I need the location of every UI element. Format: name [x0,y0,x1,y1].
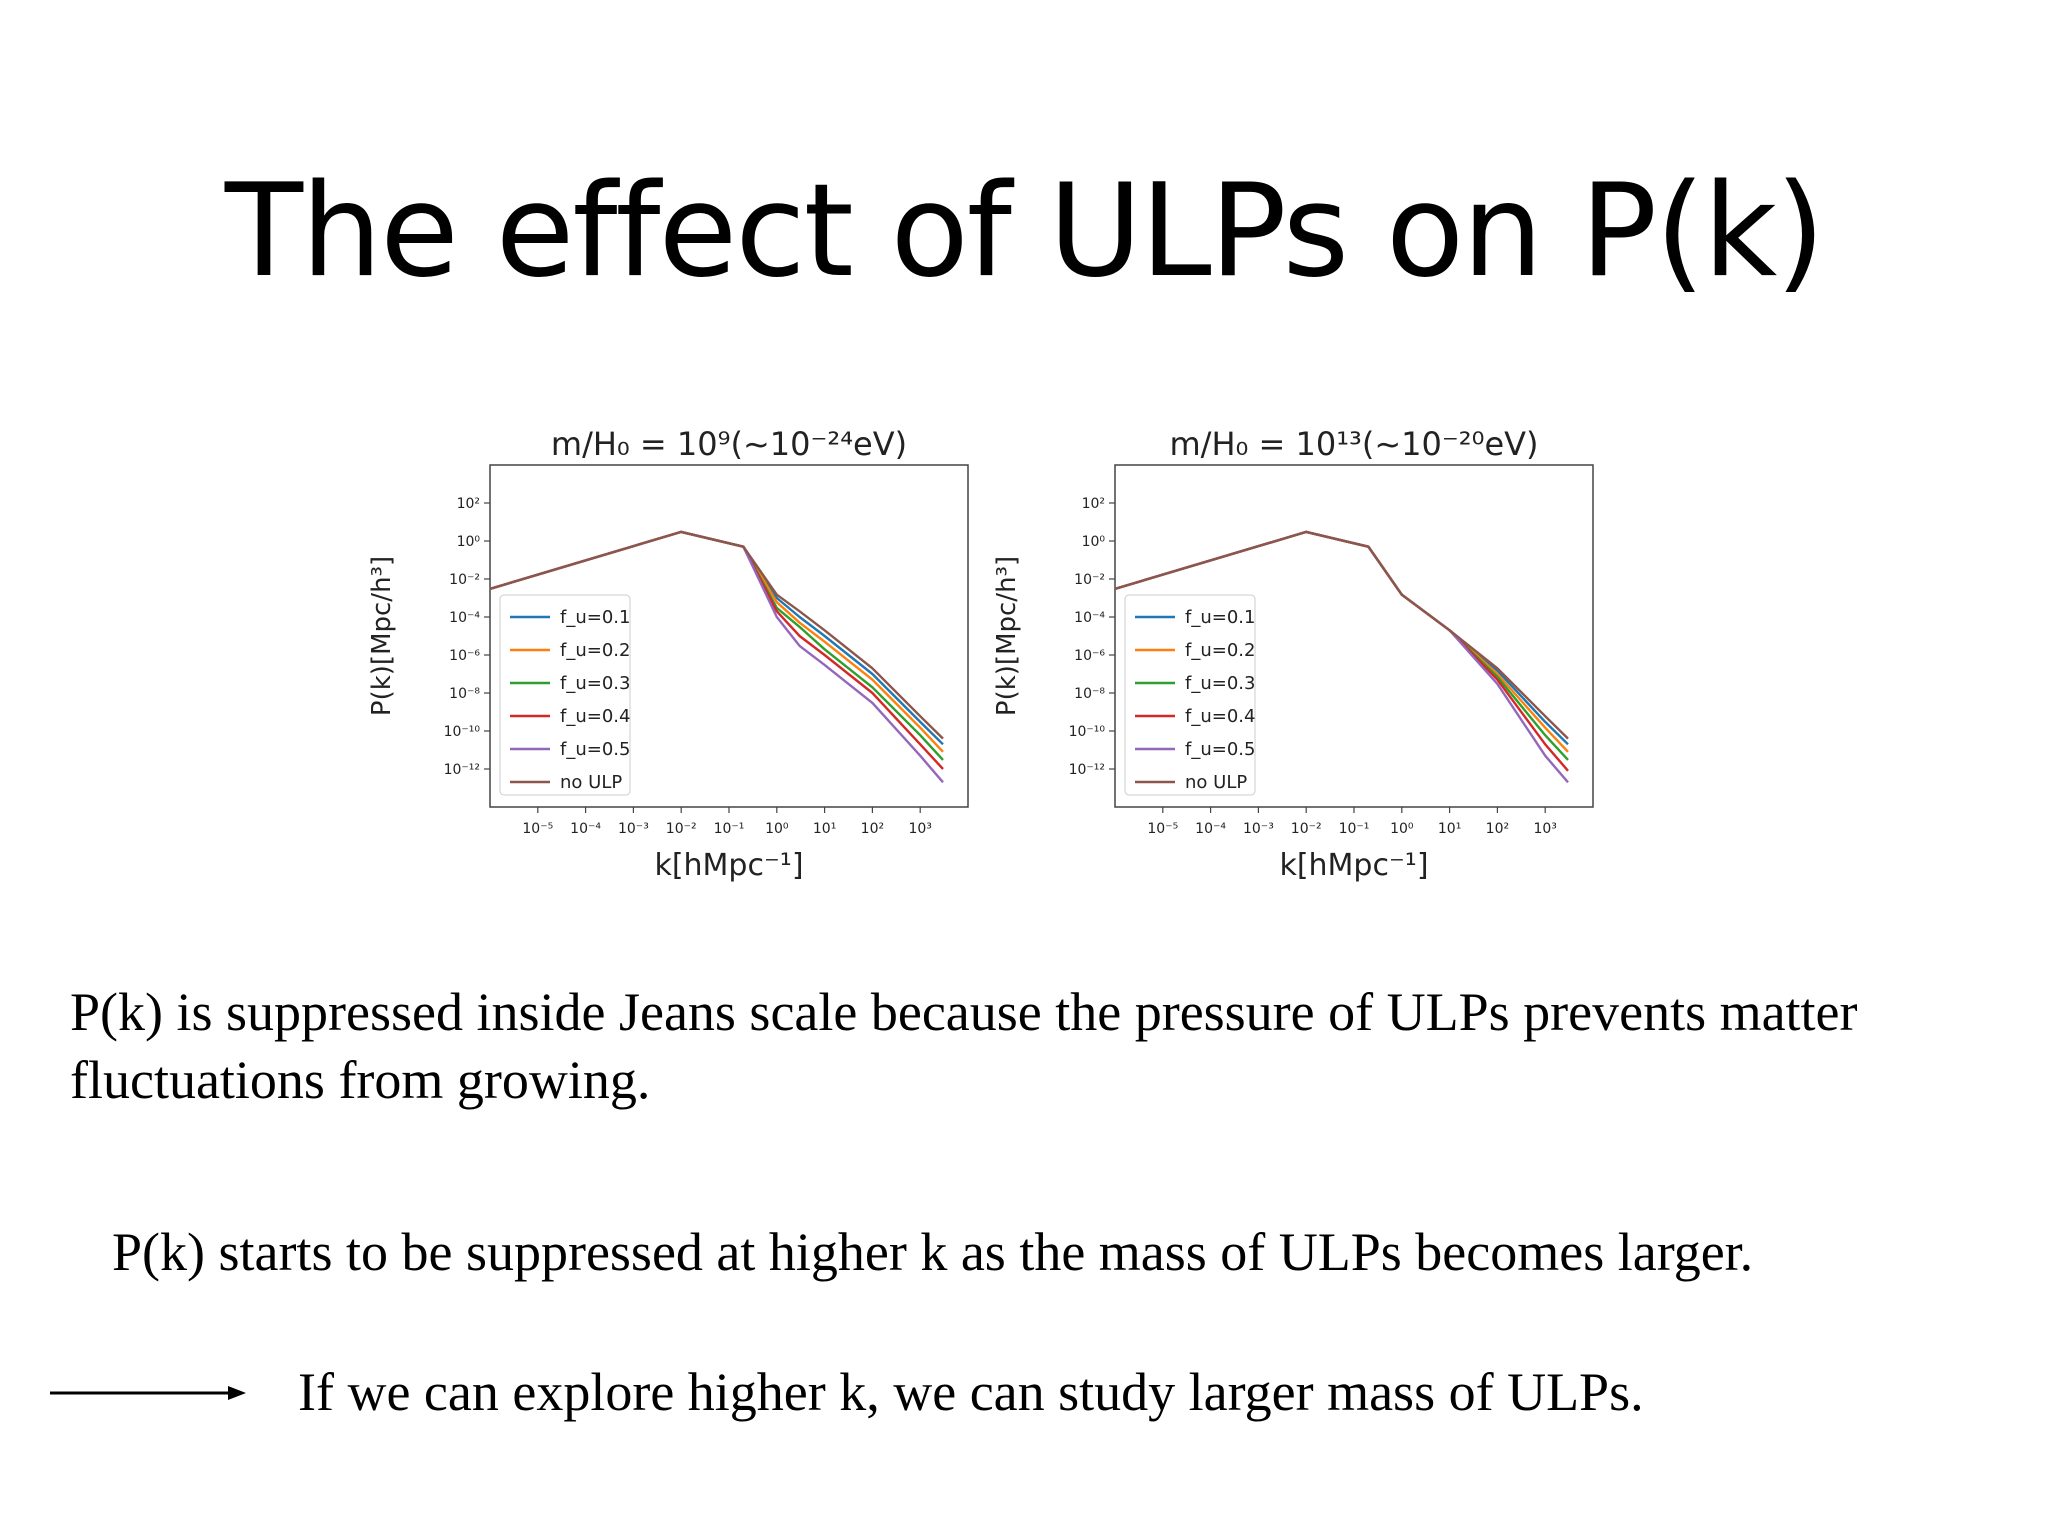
x-tick-label: 10⁻³ [1243,821,1274,837]
x-tick-label: 10¹ [1438,821,1461,837]
series-line-no-ulp [489,530,944,740]
y-tick-label: 10⁻² [449,572,480,588]
chart-left: m/H₀ = 10⁹(~10⁻²⁴eV) 10² 10⁰ 10⁻² 10⁻⁴ 10⁻⁶ 10… [360,415,1000,915]
x-tick-label: 10⁻² [666,821,697,837]
legend-box [499,594,631,796]
legend-label: no ULP [560,772,622,793]
paragraph-mass-dependence: P(k) starts to be suppressed at higher k… [112,1222,1754,1282]
x-tick-label: 10³ [1533,821,1556,837]
slide-title: The effect of ULPs on P(k) [224,157,1825,306]
chart-right-svg: m/H₀ = 10¹³(~10⁻²⁰eV) 10² 10⁰ 10⁻² 10⁻⁴ 10⁻⁶ 1… [992,425,1594,883]
y-tick-label: 10⁻⁸ [449,686,480,702]
x-tick-label: 10⁰ [765,821,789,837]
legend-box [1124,594,1256,796]
chart-left-svg: m/H₀ = 10⁹(~10⁻²⁴eV) 10² 10⁰ 10⁻² 10⁻⁴ 10⁻⁶ 10… [367,425,969,883]
y-tick-label: 10⁻¹² [444,762,480,778]
chart-right: m/H₀ = 10¹³(~10⁻²⁰eV) 10² 10⁰ 10⁻² 10⁻⁴ 10⁻⁶ 1… [985,415,1625,915]
x-tick-label: 10⁻¹ [714,821,745,837]
y-tick-label: 10⁰ [457,534,481,550]
x-axis-label: k[hMpc⁻¹] [1279,848,1428,883]
chart-title: m/H₀ = 10¹³(~10⁻²⁰eV) [1170,425,1539,463]
x-tick-label: 10⁻⁵ [522,821,553,837]
paragraph-jeans-scale: P(k) is suppressed inside Jeans scale be… [70,982,1858,1110]
legend-label: f_u=0.2 [560,640,630,661]
paragraph-conclusion: If we can explore higher k, we can study… [298,1362,1644,1422]
x-tick-label: 10⁻⁴ [1195,821,1226,837]
legend-label: f_u=0.3 [560,673,630,694]
y-tick-label: 10⁻¹⁰ [1069,724,1106,740]
y-tick-label: 10⁻² [1074,572,1105,588]
x-tick-label: 10⁻³ [618,821,649,837]
y-axis-label: P(k)[Mpc/h³] [367,556,397,716]
series-line-no-ulp [1114,530,1569,740]
y-tick-label: 10⁻⁴ [1074,610,1105,626]
y-tick-label: 10⁰ [1082,534,1106,550]
x-tick-label: 10⁻⁵ [1147,821,1178,837]
x-axis-label: k[hMpc⁻¹] [654,848,803,883]
x-tick-label: 10² [861,821,884,837]
x-tick-label: 10² [1486,821,1509,837]
legend-label: f_u=0.5 [1185,739,1255,760]
y-tick-label: 10² [457,496,480,512]
legend-label: no ULP [1185,772,1247,793]
x-tick-label: 10⁻⁴ [570,821,601,837]
legend-label: f_u=0.2 [1185,640,1255,661]
y-tick-label: 10⁻⁶ [449,648,480,664]
y-tick-label: 10⁻⁴ [449,610,480,626]
x-tick-label: 10⁻¹ [1339,821,1370,837]
legend-label: f_u=0.4 [1185,706,1255,727]
x-tick-label: 10⁰ [1390,821,1414,837]
y-axis-label: P(k)[Mpc/h³] [992,556,1022,716]
y-tick-label: 10⁻¹⁰ [444,724,481,740]
legend-label: f_u=0.4 [560,706,630,727]
right-arrow-icon [50,1386,246,1400]
y-tick-label: 10² [1082,496,1105,512]
legend-label: f_u=0.3 [1185,673,1255,694]
x-tick-label: 10¹ [813,821,836,837]
legend-label: f_u=0.1 [1185,607,1255,628]
legend-label: f_u=0.5 [560,739,630,760]
x-tick-label: 10³ [908,821,931,837]
y-tick-label: 10⁻⁶ [1074,648,1105,664]
chart-title: m/H₀ = 10⁹(~10⁻²⁴eV) [551,425,907,463]
y-tick-label: 10⁻⁸ [1074,686,1105,702]
y-tick-label: 10⁻¹² [1069,762,1105,778]
x-tick-label: 10⁻² [1291,821,1322,837]
legend-label: f_u=0.1 [560,607,630,628]
